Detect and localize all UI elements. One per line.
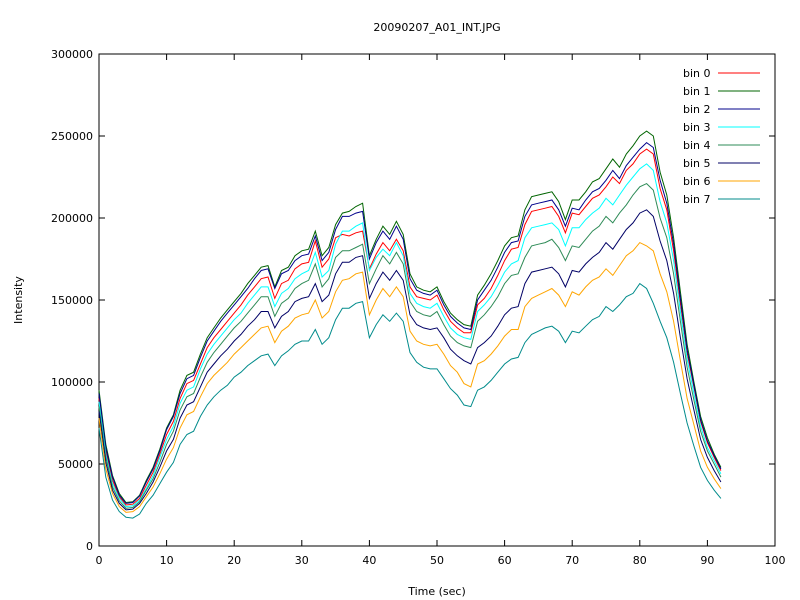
y-tick-label: 100000 (51, 376, 93, 389)
y-tick-label: 200000 (51, 212, 93, 225)
legend-label: bin 6 (683, 175, 711, 188)
y-axis-label: Intensity (12, 276, 25, 324)
plot-border (98, 53, 776, 547)
series-line (98, 241, 722, 513)
legend-label: bin 5 (683, 157, 711, 170)
series-line (98, 282, 722, 519)
y-tick-label: 250000 (51, 130, 93, 143)
legend-label: bin 7 (683, 193, 711, 206)
x-tick-label: 40 (362, 554, 376, 567)
x-axis-label: Time (sec) (407, 585, 466, 598)
series-line (98, 130, 722, 504)
x-tick-label: 10 (160, 554, 174, 567)
series-line (98, 141, 722, 504)
chart-title: 20090207_A01_INT.JPG (373, 21, 500, 34)
series-lines (98, 130, 722, 519)
legend-label: bin 3 (683, 121, 711, 134)
series-line (98, 163, 722, 508)
x-tick-label: 30 (295, 554, 309, 567)
legend-label: bin 4 (683, 139, 711, 152)
series-line (98, 209, 722, 511)
x-tick-label: 90 (700, 554, 714, 567)
plot-frame (98, 53, 776, 547)
legend-label: bin 1 (683, 85, 711, 98)
y-tick-label: 300000 (51, 48, 93, 61)
x-tick-label: 80 (633, 554, 647, 567)
x-tick-label: 50 (430, 554, 444, 567)
series-line (98, 148, 722, 506)
y-tick-label: 150000 (51, 294, 93, 307)
x-tick-label: 20 (227, 554, 241, 567)
x-tick-label: 70 (565, 554, 579, 567)
series-line (98, 183, 722, 509)
y-tick-label: 50000 (58, 458, 93, 471)
x-tick-label: 60 (498, 554, 512, 567)
legend: bin 0 bin 1 bin 2 bin 3 bin 4 bin 5 bin 6 bin 7 (683, 67, 760, 206)
y-tick-label: 0 (86, 540, 93, 553)
x-tick-label: 100 (765, 554, 786, 567)
legend-label: bin 0 (683, 67, 711, 80)
axis-ticks: 0 10 20 30 40 50 60 70 80 90 100 0 50000 100000 150000… (51, 48, 786, 567)
legend-label: bin 2 (683, 103, 711, 116)
x-tick-label: 0 (96, 554, 103, 567)
